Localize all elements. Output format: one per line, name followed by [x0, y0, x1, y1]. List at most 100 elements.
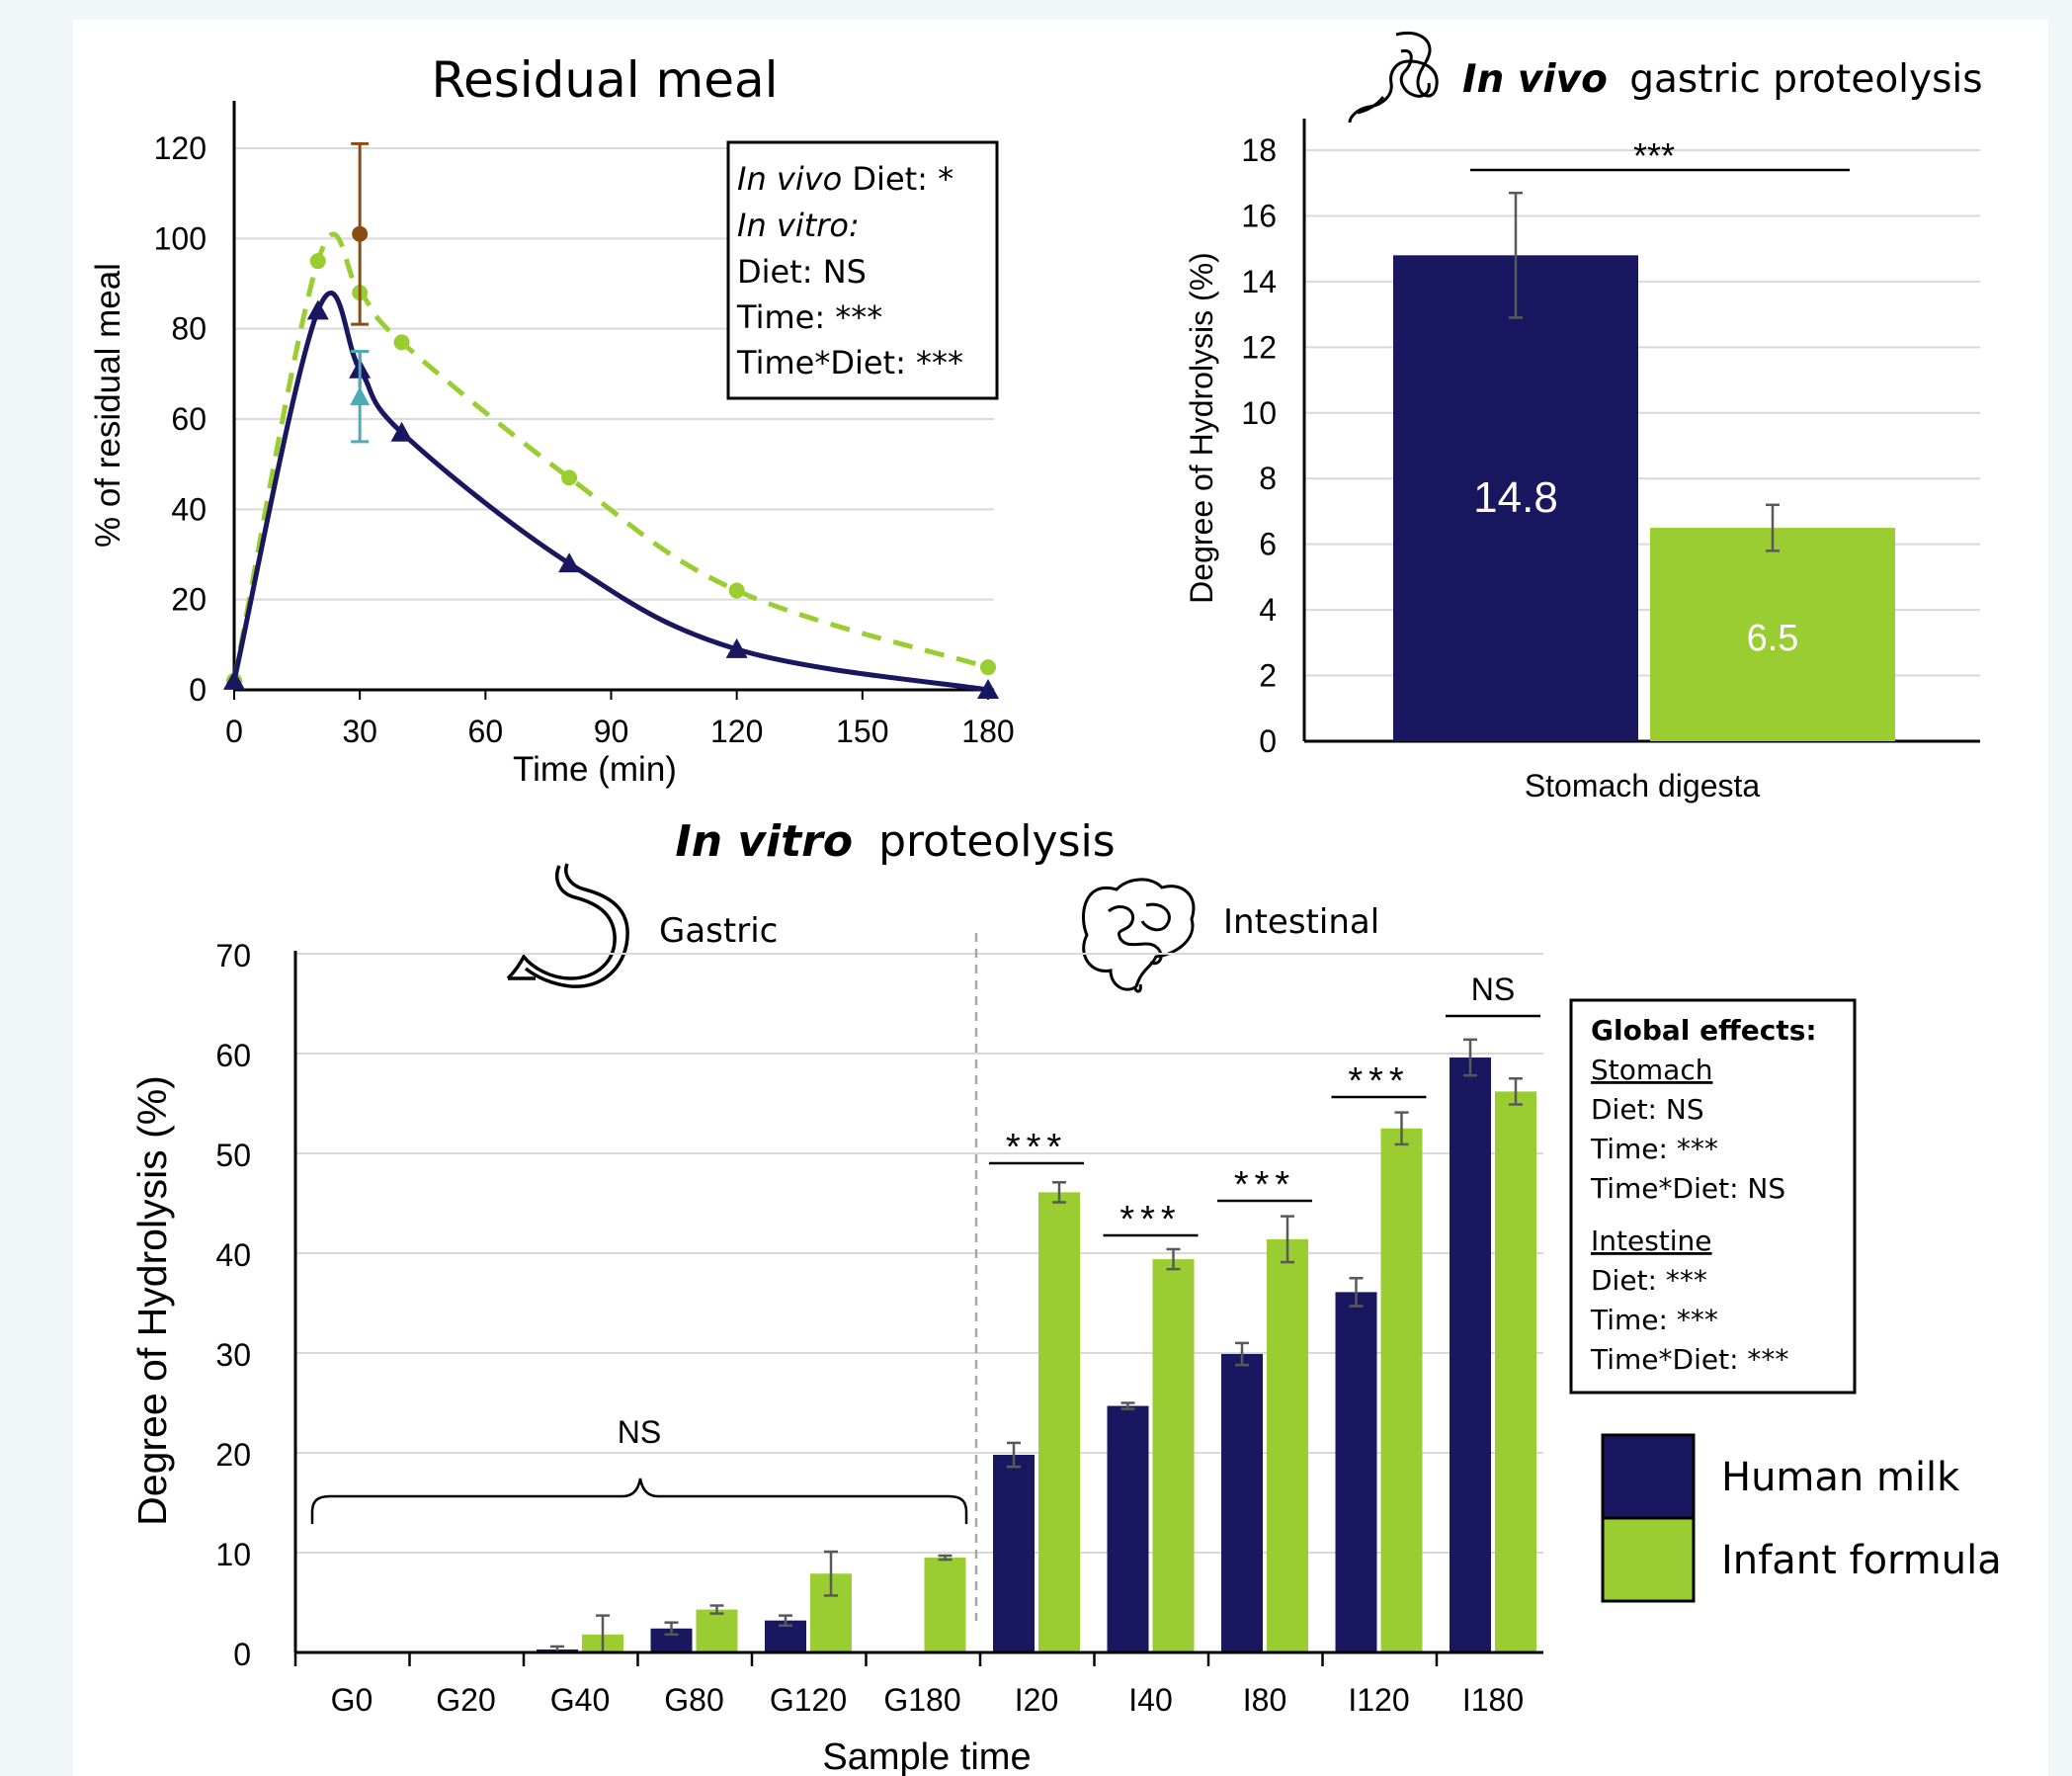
invitro-y-tick: 0 [233, 1637, 251, 1672]
stomach-time: Time: *** [1590, 1133, 1718, 1165]
invitro-y-tick: 30 [215, 1337, 251, 1373]
invitro-significance-label: *** [1006, 1127, 1067, 1168]
residual-y-tick: 0 [189, 672, 207, 708]
invitro-significance-label: *** [1234, 1164, 1295, 1206]
invivo-significance: *** [1633, 135, 1675, 176]
invitro-x-tick: I120 [1348, 1682, 1409, 1718]
invitro-significance-label: NS [1471, 972, 1515, 1007]
invivo-bar-infant-formula [1650, 528, 1895, 741]
invivo-x-axis-label: Stomach digesta [1525, 768, 1761, 803]
residual-y-tick-labels: 0 20 40 60 80 100 120 [154, 130, 207, 708]
invitro-x-tick: G20 [436, 1682, 495, 1718]
invivo-bar-value-label: 14.8 [1473, 473, 1558, 522]
residual-x-tick-labels: 0 30 60 90 120 150 180 [225, 690, 1015, 749]
stats-time: Time: *** [736, 298, 882, 336]
invivo-y-tick: 14 [1241, 264, 1277, 299]
stomach-heading: Stomach [1591, 1054, 1712, 1086]
intestine-diet: Diet: *** [1591, 1264, 1707, 1297]
residual-y-tick: 100 [154, 220, 207, 256]
intestine-time-diet: Time*Diet: *** [1590, 1343, 1788, 1376]
global-effects-box [1569, 998, 1857, 1395]
residual-milk-point [558, 552, 581, 573]
invitro-y-tick: 60 [215, 1038, 251, 1073]
invitro-bar-infant-formula [1267, 1238, 1308, 1652]
legend-label-infant-formula: Infant formula [1721, 1538, 2002, 1583]
residual-x-tick: 60 [468, 714, 504, 749]
gastric-stomach-icon [506, 863, 629, 988]
residual-x-tick: 180 [961, 714, 1014, 749]
invivo-title-rest: gastric proteolysis [1629, 57, 1982, 102]
invitro-y-tick: 70 [215, 938, 251, 973]
invitro-title-rest: proteolysis [878, 816, 1116, 867]
invitro-bar-human-milk [993, 1455, 1035, 1652]
invivo-chart: In vivo gastric proteolysis 0 2 4 6 8 10 12 14 1… [1184, 32, 1983, 803]
invitro-chart: In vitro proteolysis Gastric Intestinal … [129, 816, 2002, 1776]
invivo-y-tick: 0 [1259, 723, 1277, 759]
invitro-bar-human-milk [1107, 1405, 1149, 1652]
residual-invivo-30min-point [352, 225, 369, 242]
residual-x-tick: 0 [225, 714, 243, 749]
residual-meal-chart: Residual meal 0 20 40 60 80 100 120 0 30 60 90 120… [89, 51, 1015, 789]
gastric-phase-label: Gastric [659, 911, 778, 951]
invitro-title-bold: In vitro [675, 816, 853, 867]
legend-swatch-human-milk [1601, 1433, 1696, 1520]
stomach-time-diet: Time*Diet: NS [1590, 1172, 1785, 1205]
stats-diet: Diet: NS [737, 253, 867, 291]
invivo-y-tick-labels: 0 2 4 6 8 10 12 14 16 18 [1241, 132, 1277, 759]
invivo-y-tick: 6 [1259, 527, 1277, 562]
invitro-legend: Human milk Infant formula [1601, 1433, 2002, 1603]
residual-x-axis-label: Time (min) [513, 750, 677, 789]
invitro-y-tick: 10 [215, 1537, 251, 1572]
residual-stats-lines: In vivo Diet: * In vitro: Diet: NS Time:… [736, 160, 963, 381]
global-effects-title: Global effects: [1591, 1014, 1817, 1047]
invitro-bar-human-milk [1221, 1354, 1263, 1652]
invitro-significance-label: *** [1348, 1060, 1409, 1102]
residual-formula-point [393, 334, 410, 351]
stats-invitro-heading: In vitro: [737, 207, 860, 244]
residual-y-tick: 80 [171, 311, 207, 347]
intestine-time: Time: *** [1590, 1304, 1718, 1336]
invitro-x-tick: G120 [770, 1682, 847, 1718]
invivo-y-axis-label: Degree of Hydrolysis (%) [1184, 252, 1219, 604]
residual-x-tick: 30 [342, 714, 377, 749]
invitro-x-tick: I40 [1128, 1682, 1172, 1718]
invivo-y-tick: 18 [1241, 132, 1277, 168]
invitro-bar-infant-formula [1495, 1091, 1536, 1652]
residual-chart-title: Residual meal [431, 51, 778, 109]
invivo-title-bold: In vivo [1462, 57, 1608, 102]
invitro-bar-infant-formula [1038, 1192, 1080, 1652]
invitro-bar-infant-formula [696, 1609, 738, 1652]
residual-milk-point [725, 637, 748, 658]
invitro-y-tick: 50 [215, 1138, 251, 1173]
intestine-heading: Intestine [1591, 1225, 1712, 1257]
intestinal-phase-label: Intestinal [1223, 902, 1379, 942]
residual-milk-point [977, 679, 999, 699]
residual-x-tick: 90 [594, 714, 629, 749]
invivo-chart-title: In vivo gastric proteolysis [1462, 57, 1983, 102]
residual-y-tick: 40 [171, 491, 207, 527]
residual-formula-point [980, 659, 996, 676]
stomach-diet: Diet: NS [1591, 1093, 1704, 1126]
invivo-y-tick: 12 [1241, 329, 1277, 365]
stomach-icon [1348, 32, 1439, 124]
legend-label-human-milk: Human milk [1721, 1455, 1960, 1500]
invitro-x-tick: G40 [550, 1682, 610, 1718]
invitro-significance: *** *** *** *** NS [989, 972, 1540, 1240]
invivo-y-tick: 2 [1259, 658, 1277, 694]
invitro-x-tick: I20 [1015, 1682, 1058, 1718]
residual-y-tick: 120 [154, 130, 207, 166]
residual-formula-point [561, 469, 578, 486]
invitro-x-tick: I180 [1462, 1682, 1524, 1718]
invitro-bar-infant-formula [1152, 1259, 1195, 1652]
residual-stats-box [726, 140, 999, 400]
stats-invivo-diet: In vivo Diet: * [737, 160, 953, 198]
stats-time-diet: Time*Diet: *** [736, 344, 963, 381]
residual-formula-point [309, 253, 326, 270]
invivo-bar-value-label: 6.5 [1747, 618, 1799, 659]
invitro-bar-infant-formula [1380, 1128, 1423, 1652]
invitro-significance-label: *** [1119, 1199, 1181, 1240]
residual-milk-point [223, 669, 245, 690]
gastric-ns-label: NS [618, 1414, 661, 1450]
residual-formula-point [728, 582, 745, 599]
invitro-x-tick: G180 [883, 1682, 960, 1718]
